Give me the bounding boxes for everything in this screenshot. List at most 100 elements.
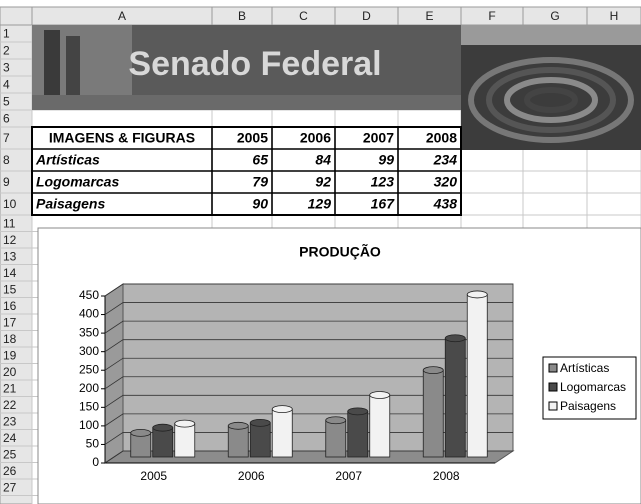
table-cell: 79 xyxy=(252,174,268,190)
column-header: H xyxy=(610,9,619,23)
row-header: 6 xyxy=(3,112,10,126)
table-year: 2007 xyxy=(363,130,394,146)
x-tick-label: 2008 xyxy=(433,469,460,483)
y-tick-label: 350 xyxy=(79,325,99,339)
row-header: 24 xyxy=(3,431,17,445)
row-header: 2 xyxy=(3,44,10,58)
photo-ceiling xyxy=(461,25,641,45)
bar-top xyxy=(250,419,270,426)
table-year: 2006 xyxy=(300,130,331,146)
x-tick-label: 2006 xyxy=(238,469,265,483)
table-title: IMAGENS & FIGURAS xyxy=(49,130,195,146)
row-header: 12 xyxy=(3,233,17,247)
table-row-label: Paisagens xyxy=(36,196,105,212)
column-header: G xyxy=(550,9,559,23)
row-header: 25 xyxy=(3,447,17,461)
legend-label: Logomarcas xyxy=(560,380,626,394)
row-header: 8 xyxy=(3,153,10,167)
bar xyxy=(467,294,487,457)
chart-title: PRODUÇÃO xyxy=(299,243,381,260)
bar-top xyxy=(348,408,368,415)
table-cell: 167 xyxy=(371,196,396,212)
row-header: 1 xyxy=(3,27,10,41)
column-header: D xyxy=(362,9,371,23)
y-tick-label: 50 xyxy=(86,437,100,451)
y-tick-label: 100 xyxy=(79,418,99,432)
bar xyxy=(272,409,292,457)
table-cell: 84 xyxy=(315,152,331,168)
row-header: 17 xyxy=(3,315,17,329)
table-cell: 92 xyxy=(315,174,331,190)
bar-top xyxy=(131,429,151,436)
bar xyxy=(348,411,368,457)
bar xyxy=(445,338,465,457)
bar-top xyxy=(175,420,195,427)
table-cell: 129 xyxy=(308,196,332,212)
bar xyxy=(326,420,346,457)
table-cell: 438 xyxy=(433,196,458,212)
column-header: B xyxy=(238,9,246,23)
row-header: 4 xyxy=(3,78,10,92)
y-tick-label: 200 xyxy=(79,381,99,395)
bar xyxy=(370,395,390,457)
bar-top xyxy=(467,291,487,298)
row-header: 18 xyxy=(3,332,17,346)
bar xyxy=(153,428,173,457)
column-header: F xyxy=(488,9,495,23)
bar-top xyxy=(423,367,443,374)
row-header: 23 xyxy=(3,414,17,428)
y-tick-label: 450 xyxy=(79,288,99,302)
table-cell: 320 xyxy=(434,174,458,190)
spreadsheet: ABCDEFGH12345678910111213141516171819202… xyxy=(0,0,641,504)
legend-label: Paisagens xyxy=(560,399,616,413)
bar-top xyxy=(228,422,248,429)
bar-top xyxy=(370,392,390,399)
row-header: 27 xyxy=(3,480,17,494)
legend-swatch xyxy=(549,364,557,372)
row-header: 21 xyxy=(3,381,17,395)
column-header: A xyxy=(118,9,126,23)
table-year: 2005 xyxy=(237,130,268,146)
column-header: E xyxy=(425,9,433,23)
y-tick-label: 150 xyxy=(79,400,99,414)
side-wall xyxy=(105,284,123,463)
row-header: 16 xyxy=(3,299,17,313)
table-row-label: Logomarcas xyxy=(36,174,119,190)
y-tick-label: 0 xyxy=(92,455,99,469)
row-header: 7 xyxy=(3,131,10,145)
row-header: 10 xyxy=(3,197,17,211)
bar xyxy=(423,370,443,457)
legend-swatch xyxy=(549,402,557,410)
table-cell: 234 xyxy=(433,152,458,168)
row-header: 14 xyxy=(3,266,17,280)
table-row-label: Artísticas xyxy=(35,152,100,168)
banner-title: Senado Federal xyxy=(128,45,381,83)
table-cell: 99 xyxy=(378,152,394,168)
bar xyxy=(228,426,248,457)
column-header-bar xyxy=(0,7,641,25)
bar xyxy=(250,423,270,457)
bar xyxy=(175,424,195,457)
row-header: 13 xyxy=(3,249,17,263)
row-header: 19 xyxy=(3,348,17,362)
row-header: 22 xyxy=(3,398,17,412)
table-year: 2008 xyxy=(426,130,457,146)
row-header: 5 xyxy=(3,95,10,109)
row-header: 9 xyxy=(3,175,10,189)
bar-top xyxy=(326,417,346,424)
bar-top xyxy=(272,406,292,413)
row-header: 15 xyxy=(3,282,17,296)
row-header: 3 xyxy=(3,61,10,75)
banner-strip xyxy=(32,95,461,110)
row-header: 26 xyxy=(3,464,17,478)
x-tick-label: 2005 xyxy=(140,469,167,483)
x-tick-label: 2007 xyxy=(335,469,362,483)
table-cell: 90 xyxy=(252,196,268,212)
y-tick-label: 250 xyxy=(79,362,99,376)
row-header: 11 xyxy=(3,216,16,230)
table-cell: 123 xyxy=(371,174,395,190)
y-tick-label: 400 xyxy=(79,307,99,321)
bar-top xyxy=(153,424,173,431)
legend-swatch xyxy=(549,383,557,391)
legend-label: Artísticas xyxy=(560,361,609,375)
